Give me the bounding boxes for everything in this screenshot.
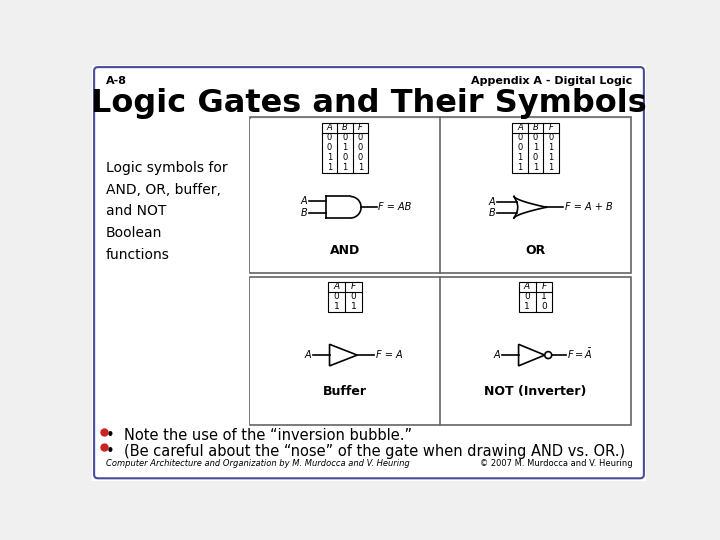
Text: Logic Gates and Their Symbols: Logic Gates and Their Symbols	[91, 88, 647, 119]
Text: •  (Be careful about the “nose” of the gate when drawing AND vs. OR.): • (Be careful about the “nose” of the ga…	[106, 444, 625, 458]
Text: A-8: A-8	[106, 76, 127, 85]
Text: 1: 1	[524, 302, 530, 312]
Bar	[328, 282, 362, 312]
FancyBboxPatch shape	[441, 278, 630, 424]
Text: 1: 1	[518, 153, 523, 162]
Text: Computer Architecture and Organization by M. Murdocca and V. Heuring: Computer Architecture and Organization b…	[106, 460, 410, 468]
Text: 1: 1	[533, 163, 538, 172]
Text: A: A	[489, 197, 495, 207]
Polygon shape	[518, 345, 545, 366]
Text: 0: 0	[358, 143, 363, 152]
Text: 0: 0	[533, 153, 538, 162]
Polygon shape	[514, 197, 546, 218]
Bar	[513, 123, 559, 173]
Text: F: F	[541, 282, 546, 292]
Polygon shape	[330, 345, 357, 366]
FancyBboxPatch shape	[251, 119, 440, 272]
Text: $F = \bar{A}$: $F = \bar{A}$	[567, 347, 593, 361]
Text: F = A: F = A	[376, 350, 402, 360]
Text: B: B	[533, 123, 539, 132]
Text: Appendix A - Digital Logic: Appendix A - Digital Logic	[471, 76, 632, 85]
Text: A: A	[493, 350, 500, 360]
Text: AND: AND	[330, 244, 360, 257]
Text: 1: 1	[327, 163, 332, 172]
Bar	[518, 282, 552, 312]
Text: 0: 0	[518, 133, 523, 142]
Text: 0: 0	[533, 133, 538, 142]
Bar	[325, 197, 351, 218]
Text: 1: 1	[327, 153, 332, 162]
FancyBboxPatch shape	[250, 117, 631, 273]
Text: OR: OR	[526, 244, 546, 257]
Text: 0: 0	[333, 293, 339, 301]
Text: 1: 1	[533, 143, 538, 152]
Text: A: A	[327, 123, 333, 132]
Text: F: F	[351, 282, 356, 292]
Text: 0: 0	[358, 133, 363, 142]
Text: 0: 0	[518, 143, 523, 152]
Text: 0: 0	[549, 133, 554, 142]
Text: 0: 0	[541, 302, 547, 312]
Text: 0: 0	[524, 293, 530, 301]
Text: 1: 1	[541, 293, 547, 301]
Text: B: B	[489, 208, 495, 218]
Text: 1: 1	[342, 143, 348, 152]
Text: 0: 0	[327, 133, 332, 142]
Text: Logic symbols for
AND, OR, buffer,
and NOT
Boolean
functions: Logic symbols for AND, OR, buffer, and N…	[106, 161, 228, 262]
Text: A: A	[524, 282, 530, 292]
Wedge shape	[351, 197, 361, 218]
Bar	[322, 123, 368, 173]
FancyBboxPatch shape	[251, 278, 440, 424]
Text: 1: 1	[342, 163, 348, 172]
Text: 0: 0	[342, 133, 348, 142]
Text: •  Note the use of the “inversion bubble.”: • Note the use of the “inversion bubble.…	[106, 428, 412, 443]
Text: 1: 1	[549, 143, 554, 152]
Text: NOT (Inverter): NOT (Inverter)	[485, 385, 587, 398]
Text: 1: 1	[549, 163, 554, 172]
Text: 0: 0	[342, 153, 348, 162]
Text: 1: 1	[518, 163, 523, 172]
Circle shape	[545, 352, 552, 359]
Text: 0: 0	[358, 153, 363, 162]
Text: F = AB: F = AB	[378, 202, 411, 212]
Text: A: A	[305, 350, 311, 360]
Text: 1: 1	[333, 302, 339, 312]
FancyBboxPatch shape	[441, 119, 630, 272]
Text: B: B	[342, 123, 348, 132]
FancyBboxPatch shape	[88, 61, 650, 484]
Text: Buffer: Buffer	[323, 385, 367, 398]
FancyBboxPatch shape	[250, 276, 631, 425]
Text: A: A	[300, 196, 307, 206]
Text: F = A + B: F = A + B	[564, 202, 613, 212]
Text: 1: 1	[358, 163, 363, 172]
Text: 1: 1	[549, 153, 554, 162]
Text: 0: 0	[351, 293, 356, 301]
Text: A: A	[333, 282, 340, 292]
Text: A: A	[517, 123, 523, 132]
Text: F: F	[549, 123, 554, 132]
Text: F: F	[358, 123, 363, 132]
Text: © 2007 M. Murdocca and V. Heuring: © 2007 M. Murdocca and V. Heuring	[480, 460, 632, 468]
Text: 1: 1	[351, 302, 356, 312]
Text: B: B	[300, 208, 307, 218]
Text: 0: 0	[327, 143, 332, 152]
